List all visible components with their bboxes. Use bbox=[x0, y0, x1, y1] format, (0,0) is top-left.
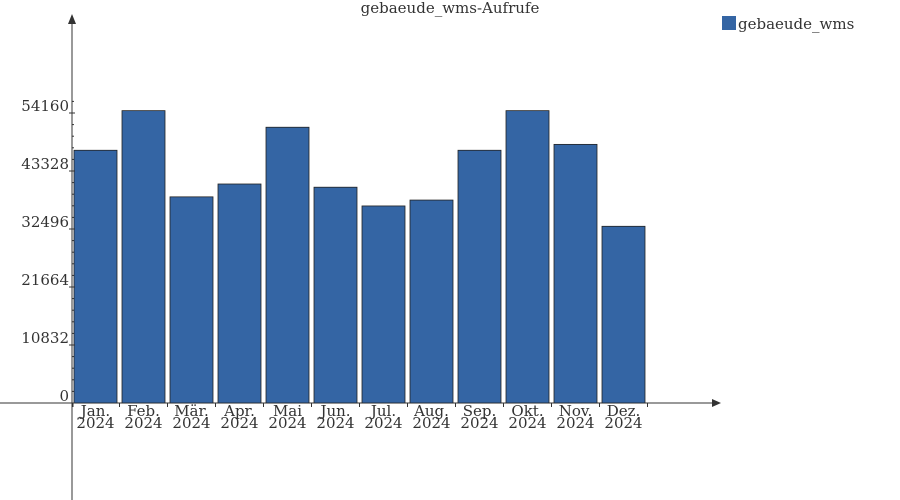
bar bbox=[505, 110, 550, 404]
bar bbox=[361, 205, 406, 404]
bar bbox=[73, 149, 118, 404]
x-tick-label-year: 2024 bbox=[172, 414, 210, 432]
bar bbox=[217, 183, 262, 404]
x-tick-label-year: 2024 bbox=[316, 414, 354, 432]
y-axis-arrow bbox=[68, 14, 76, 24]
bar bbox=[457, 149, 502, 404]
x-tick-label-year: 2024 bbox=[76, 414, 114, 432]
bar bbox=[265, 126, 310, 404]
x-tick-label-month: Nov. bbox=[559, 402, 593, 420]
bar bbox=[601, 225, 646, 404]
x-tick-label-month: Okt. bbox=[511, 402, 543, 420]
x-tick-label-month: Mär. bbox=[174, 402, 209, 420]
bar bbox=[313, 186, 358, 404]
x-tick-label-month: Jun. bbox=[318, 402, 350, 420]
bar bbox=[169, 196, 214, 404]
legend: gebaeude_wms bbox=[722, 15, 854, 33]
legend-label: gebaeude_wms bbox=[738, 15, 854, 33]
y-tick-label: 54160 bbox=[21, 97, 69, 115]
x-tick-label-month: Aug. bbox=[413, 402, 449, 420]
y-tick-labels: 0 10832 21664 32496 43328 54160 bbox=[21, 97, 75, 405]
x-tick-label-year: 2024 bbox=[604, 414, 642, 432]
y-tick-label: 32496 bbox=[21, 213, 69, 231]
x-tick-labels: Jan.2024Feb.2024Mär.2024Apr.2024Mai2024J… bbox=[72, 402, 648, 432]
x-tick-label-year: 2024 bbox=[220, 414, 258, 432]
bar bbox=[553, 143, 598, 404]
x-tick-label-year: 2024 bbox=[556, 414, 594, 432]
x-tick-label-year: 2024 bbox=[268, 414, 306, 432]
y-tick-label: 43328 bbox=[21, 155, 69, 173]
x-tick-label-month: Sep. bbox=[463, 402, 497, 420]
legend-swatch bbox=[722, 16, 736, 30]
y-tick-label: 10832 bbox=[21, 329, 69, 347]
x-tick-label-month: Jul. bbox=[369, 402, 396, 420]
bar bbox=[409, 199, 454, 404]
x-tick-label-month: Dez. bbox=[607, 402, 641, 420]
x-tick-label-year: 2024 bbox=[460, 414, 498, 432]
bars bbox=[73, 110, 646, 404]
x-tick-label-year: 2024 bbox=[364, 414, 402, 432]
x-tick-label-year: 2024 bbox=[412, 414, 450, 432]
y-tick-label: 0 bbox=[59, 387, 69, 405]
x-tick-label-month: Jan. bbox=[79, 402, 110, 420]
x-axis-arrow bbox=[712, 399, 721, 407]
x-tick-label-year: 2024 bbox=[508, 414, 546, 432]
y-tick-label: 21664 bbox=[21, 271, 69, 289]
x-tick-label-month: Apr. bbox=[223, 402, 255, 420]
x-tick-label-month: Mai bbox=[273, 402, 302, 420]
chart-title: gebaeude_wms-Aufrufe bbox=[361, 0, 540, 17]
x-tick-label-month: Feb. bbox=[127, 402, 160, 420]
x-tick-label-year: 2024 bbox=[124, 414, 162, 432]
bar bbox=[121, 110, 166, 404]
